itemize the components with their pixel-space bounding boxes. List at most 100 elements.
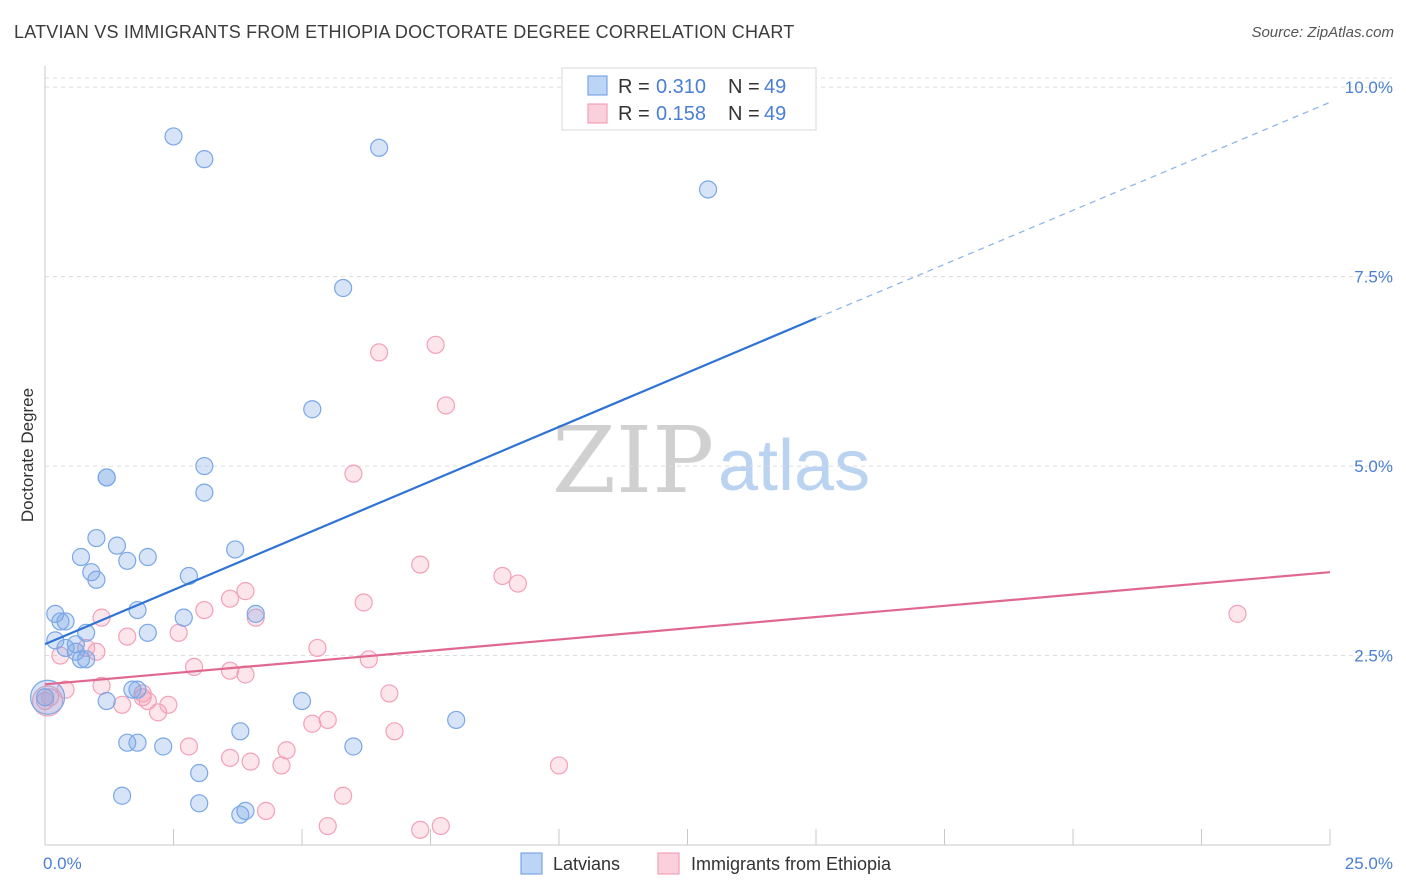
ethiopia-point [318, 710, 337, 730]
latvians-point [112, 786, 132, 805]
latvians-point [231, 805, 250, 824]
y-tick-label: 2.5% [1354, 647, 1393, 666]
ethiopia-point [169, 623, 188, 642]
ethiopia-point [411, 820, 430, 839]
ethiopia-point [411, 555, 430, 574]
latvians-point [97, 468, 116, 487]
ethiopia-point [1228, 604, 1247, 623]
y-tick-label: 10.0% [1345, 78, 1393, 97]
legend-swatch-latvians [587, 75, 608, 96]
ethiopia-point [236, 665, 255, 684]
latvians-point [190, 794, 209, 813]
ethiopia-point [385, 722, 404, 741]
latvians-point [292, 691, 312, 711]
ethiopia-point [318, 816, 337, 836]
latvians-point [107, 536, 127, 555]
legend-r-label-ethiopia: R = [618, 103, 650, 125]
latvians-point [195, 150, 214, 169]
latvians-point [87, 528, 106, 548]
ethiopia-point [236, 582, 255, 601]
latvians-point [35, 688, 55, 707]
bottom-legend-label-ethiopia: Immigrants from Ethiopia [691, 854, 892, 874]
series-latvians-points [29, 127, 718, 824]
ethiopia-point [241, 752, 260, 771]
latvians-point [303, 400, 322, 419]
latvians-point [71, 547, 91, 567]
watermark-zip: ZIP [552, 407, 714, 514]
ethiopia-point [493, 566, 512, 586]
ethiopia-point [431, 816, 450, 836]
legend-n-value-ethiopia: 49 [764, 103, 786, 125]
ethiopia-point [426, 335, 445, 354]
ethiopia-point [436, 396, 456, 415]
x-tick-label-min: 0.0% [43, 854, 82, 873]
series-legend: Latvians Immigrants from Ethiopia [520, 852, 892, 875]
latvians-trend-extension [815, 101, 1331, 319]
legend-n-label-latvians: N = [728, 76, 760, 98]
latvians-cluster-point [29, 679, 66, 715]
ethiopia-point [118, 627, 137, 646]
latvians-point [56, 638, 75, 658]
latvians-point [195, 483, 214, 502]
legend-r-value-latvians: 0.310 [656, 76, 706, 98]
ethiopia-point [148, 703, 168, 722]
source-label: Source: ZipAtlas.com [1251, 24, 1394, 41]
latvians-point [226, 540, 245, 559]
latvians-point [344, 737, 363, 756]
latvians-point [174, 608, 193, 627]
ethiopia-point [112, 695, 132, 714]
ethiopia-point [220, 661, 240, 680]
latvians-point [123, 680, 142, 699]
ethiopia-point [179, 737, 199, 756]
latvians-point [51, 612, 70, 631]
ethiopia-point [87, 642, 106, 661]
ethiopia-point [303, 714, 322, 733]
ethiopia-point [359, 650, 378, 669]
latvians-point [128, 733, 147, 752]
latvians-point [698, 180, 718, 199]
latvians-point [87, 570, 106, 589]
ethiopia-point [195, 600, 214, 620]
latvians-point [128, 680, 147, 699]
ethiopia-point [159, 695, 178, 714]
latvians-point [447, 710, 466, 730]
latvians-point [370, 138, 389, 157]
bottom-legend-label-latvians: Latvians [553, 854, 620, 874]
latvians-trend-line [44, 317, 817, 646]
chart-title: LATVIAN VS IMMIGRANTS FROM ETHIOPIA DOCT… [14, 22, 795, 42]
latvians-point [71, 650, 91, 669]
latvians-point [77, 650, 96, 669]
y-tick-label: 7.5% [1354, 268, 1393, 287]
trend-lines [44, 101, 1331, 686]
ethiopia-point [508, 574, 527, 593]
latvians-point [118, 733, 137, 752]
latvians-point [190, 763, 209, 783]
latvians-point [164, 127, 183, 146]
y-axis-title: Doctorate Degree [18, 388, 37, 522]
grid-lines [45, 77, 1392, 657]
x-tick-label-max: 25.0% [1345, 854, 1393, 873]
latvians-point [97, 691, 116, 711]
latvians-point [195, 456, 214, 476]
correlation-legend: R = 0.310 N = 49 R = 0.158 N = 49 [561, 67, 817, 131]
legend-n-label-ethiopia: N = [728, 103, 760, 125]
ethiopia-point [370, 343, 389, 362]
ethiopia-point [334, 786, 353, 805]
ethiopia-point [380, 684, 399, 703]
legend-swatch-ethiopia [587, 103, 608, 124]
axes: 2.5% 5.0% 7.5% 10.0% 0.0% 25.0% [43, 66, 1393, 873]
latvians-point [154, 737, 173, 756]
ethiopia-trend-line [44, 571, 1331, 686]
ethiopia-point [549, 756, 569, 775]
ethiopia-point [220, 589, 240, 608]
ethiopia-point [220, 748, 240, 767]
latvians-point [246, 604, 265, 623]
ethiopia-point [354, 593, 373, 612]
ethiopia-point [272, 756, 291, 775]
bottom-legend-swatch-ethiopia [657, 852, 680, 875]
latvians-point [118, 551, 137, 570]
ethiopia-point [344, 464, 363, 483]
legend-r-label-latvians: R = [618, 76, 650, 98]
legend-n-value-latvians: 49 [764, 76, 786, 98]
